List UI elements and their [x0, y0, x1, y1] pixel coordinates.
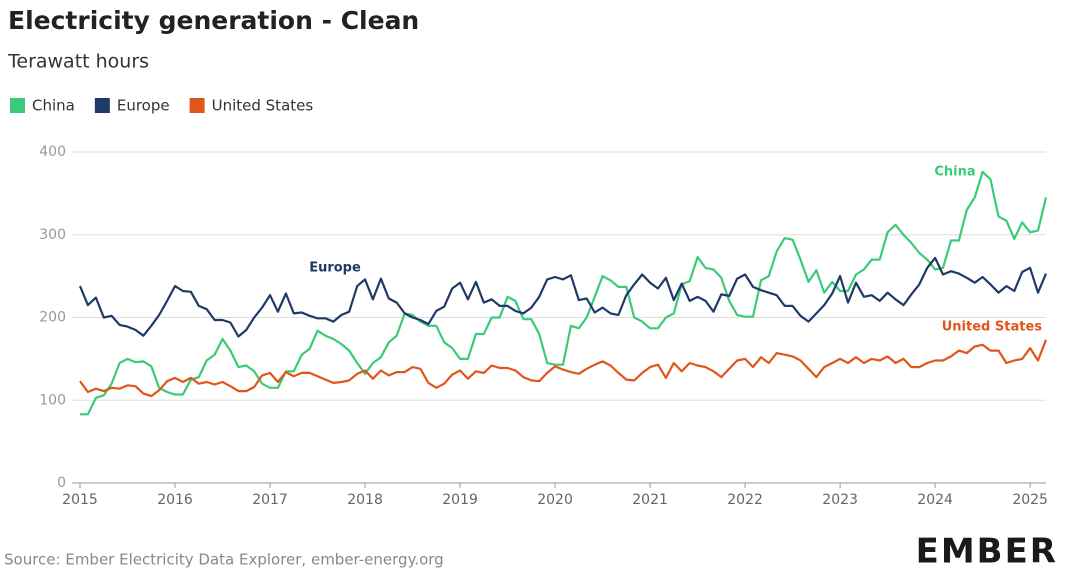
chart-title: Electricity generation - Clean [8, 6, 419, 35]
legend-label: Europe [117, 97, 170, 115]
source-note: Source: Ember Electricity Data Explorer,… [4, 551, 444, 569]
y-tick-label: 0 [57, 475, 66, 491]
x-tick-label: 2022 [727, 492, 763, 508]
series-annotation: China [934, 165, 975, 180]
series-annotation: Europe [309, 261, 361, 276]
series-line [79, 339, 1048, 398]
y-tick-label: 100 [39, 392, 66, 408]
x-tick-label: 2015 [62, 492, 98, 508]
legend-label: China [32, 97, 75, 115]
x-tick-label: 2018 [347, 492, 383, 508]
x-tick-label: 2023 [822, 492, 858, 508]
x-tick-label: 2025 [1012, 492, 1048, 508]
y-tick-label: 400 [39, 144, 66, 160]
x-tick-label: 2019 [442, 492, 478, 508]
legend-swatch [189, 98, 205, 113]
chart-subtitle: Terawatt hours [7, 51, 149, 73]
legend-swatch [10, 98, 25, 113]
x-tick-label: 2017 [252, 492, 288, 508]
x-tick-label: 2021 [632, 492, 668, 508]
x-tick-label: 2024 [917, 492, 953, 508]
y-tick-label: 300 [39, 227, 66, 243]
x-tick-label: 2020 [537, 492, 573, 508]
legend-label: United States [212, 97, 314, 115]
series-line [78, 256, 1048, 338]
series-annotation: United States [942, 320, 1043, 335]
y-tick-label: 200 [39, 310, 66, 326]
logo: EMBER [916, 532, 1058, 572]
legend-swatch [94, 98, 110, 113]
x-tick-label: 2016 [157, 492, 193, 508]
series-line [80, 170, 1048, 416]
